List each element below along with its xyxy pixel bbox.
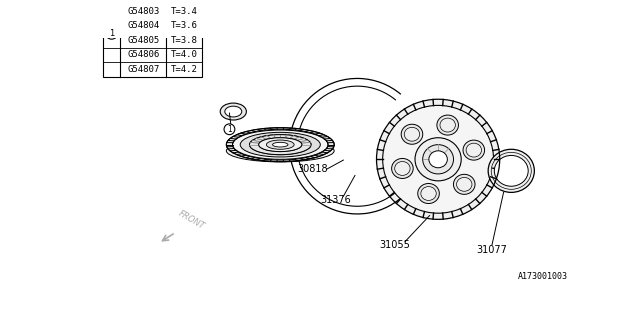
Ellipse shape xyxy=(494,156,528,186)
Text: G54806: G54806 xyxy=(127,51,159,60)
Text: A173001003: A173001003 xyxy=(518,272,568,281)
Text: T=3.2: T=3.2 xyxy=(171,0,198,1)
Ellipse shape xyxy=(232,130,328,159)
Text: T=3.4: T=3.4 xyxy=(171,7,198,16)
Text: T=3.8: T=3.8 xyxy=(171,36,198,45)
Ellipse shape xyxy=(456,177,472,191)
Ellipse shape xyxy=(224,124,235,135)
Ellipse shape xyxy=(392,158,413,179)
Ellipse shape xyxy=(401,124,423,144)
Text: G54802: G54802 xyxy=(127,0,159,1)
Ellipse shape xyxy=(437,115,458,135)
Ellipse shape xyxy=(227,128,334,162)
Text: G54807: G54807 xyxy=(127,65,159,74)
Ellipse shape xyxy=(466,143,481,157)
Text: G54805: G54805 xyxy=(127,36,159,45)
Ellipse shape xyxy=(429,151,447,168)
Ellipse shape xyxy=(418,183,439,204)
Ellipse shape xyxy=(488,149,534,192)
Ellipse shape xyxy=(273,142,288,147)
Ellipse shape xyxy=(250,135,311,155)
Text: 31077: 31077 xyxy=(477,245,508,255)
Ellipse shape xyxy=(440,118,456,132)
Ellipse shape xyxy=(421,187,436,200)
Ellipse shape xyxy=(383,105,493,213)
Ellipse shape xyxy=(259,138,302,152)
Text: T=3.6: T=3.6 xyxy=(171,21,198,30)
Ellipse shape xyxy=(376,99,500,219)
Text: 31055: 31055 xyxy=(380,240,410,250)
Ellipse shape xyxy=(250,135,311,155)
Ellipse shape xyxy=(220,103,246,120)
Text: G54804: G54804 xyxy=(127,21,159,30)
Ellipse shape xyxy=(415,138,461,181)
Text: 30818: 30818 xyxy=(298,164,328,174)
Text: T=4.0: T=4.0 xyxy=(171,51,198,60)
Ellipse shape xyxy=(454,174,475,194)
Ellipse shape xyxy=(266,140,294,149)
Ellipse shape xyxy=(227,140,334,162)
Ellipse shape xyxy=(106,27,118,39)
Ellipse shape xyxy=(225,106,242,117)
Ellipse shape xyxy=(422,145,454,174)
Text: 31376: 31376 xyxy=(321,195,351,205)
Ellipse shape xyxy=(463,140,484,160)
Text: 1: 1 xyxy=(227,125,232,134)
Ellipse shape xyxy=(395,162,410,175)
Text: FRONT: FRONT xyxy=(177,209,207,231)
Bar xyxy=(103,0,202,77)
Text: 1: 1 xyxy=(109,28,115,37)
Ellipse shape xyxy=(404,127,420,141)
Text: G54803: G54803 xyxy=(127,7,159,16)
Text: T=4.2: T=4.2 xyxy=(171,65,198,74)
Ellipse shape xyxy=(259,138,302,152)
Ellipse shape xyxy=(240,132,320,157)
Ellipse shape xyxy=(268,141,292,148)
